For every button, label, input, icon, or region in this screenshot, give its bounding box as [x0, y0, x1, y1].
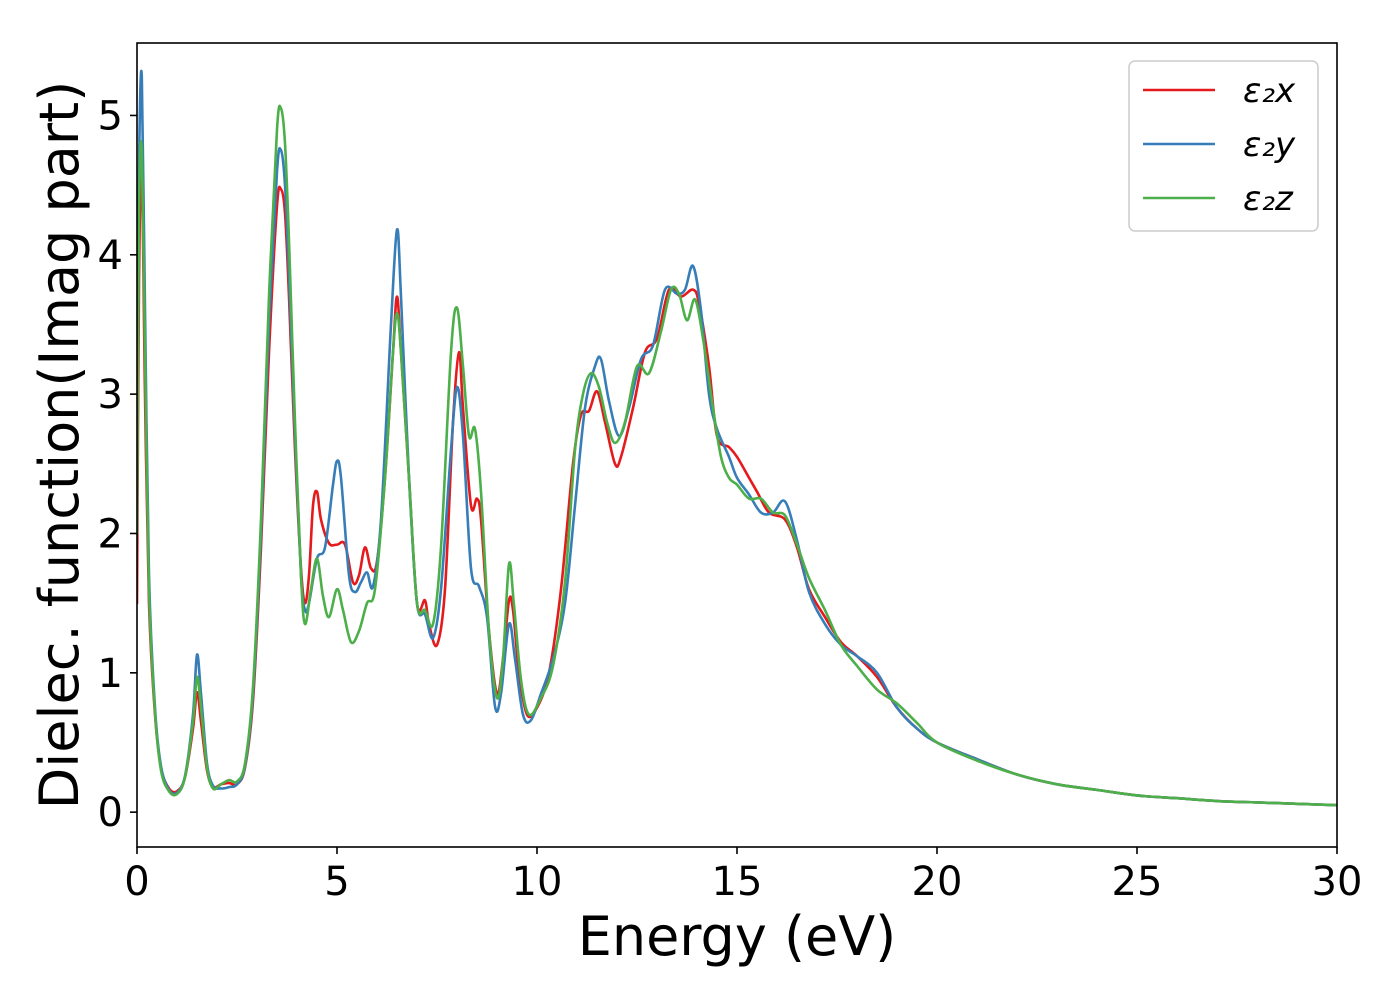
x-tick-label: 15 — [712, 859, 763, 905]
series-line-2 — [137, 69, 1337, 807]
legend-label-3: ε₂z — [1243, 179, 1294, 219]
legend-label-1: ε₂x — [1243, 71, 1296, 111]
series-layer — [137, 69, 1337, 807]
y-tick-label: 0 — [98, 790, 123, 836]
legend-label-2: ε₂y — [1243, 125, 1296, 165]
x-tick-label: 20 — [912, 859, 963, 905]
series-line-3 — [137, 104, 1337, 807]
x-tick-label: 10 — [512, 859, 563, 905]
x-axis-title: Energy (eV) — [578, 905, 897, 968]
x-axis: 0 5 10 15 20 25 30 — [124, 847, 1362, 905]
x-tick-label: 30 — [1312, 859, 1363, 905]
legend: ε₂x ε₂y ε₂z — [1128, 60, 1319, 232]
y-tick-label: 5 — [98, 93, 123, 139]
legend-box — [1128, 60, 1319, 232]
series-line-1 — [137, 166, 1337, 807]
y-tick-label: 2 — [98, 511, 123, 557]
x-tick-label: 0 — [124, 859, 149, 905]
y-axis-title: Dielec. function(Imag part) — [28, 81, 91, 810]
x-tick-label: 25 — [1112, 859, 1163, 905]
y-tick-label: 3 — [98, 372, 123, 418]
y-tick-label: 4 — [98, 233, 123, 279]
y-tick-label: 1 — [98, 651, 123, 697]
y-axis: 0 1 2 3 4 5 — [98, 93, 137, 836]
x-tick-label: 5 — [324, 859, 349, 905]
